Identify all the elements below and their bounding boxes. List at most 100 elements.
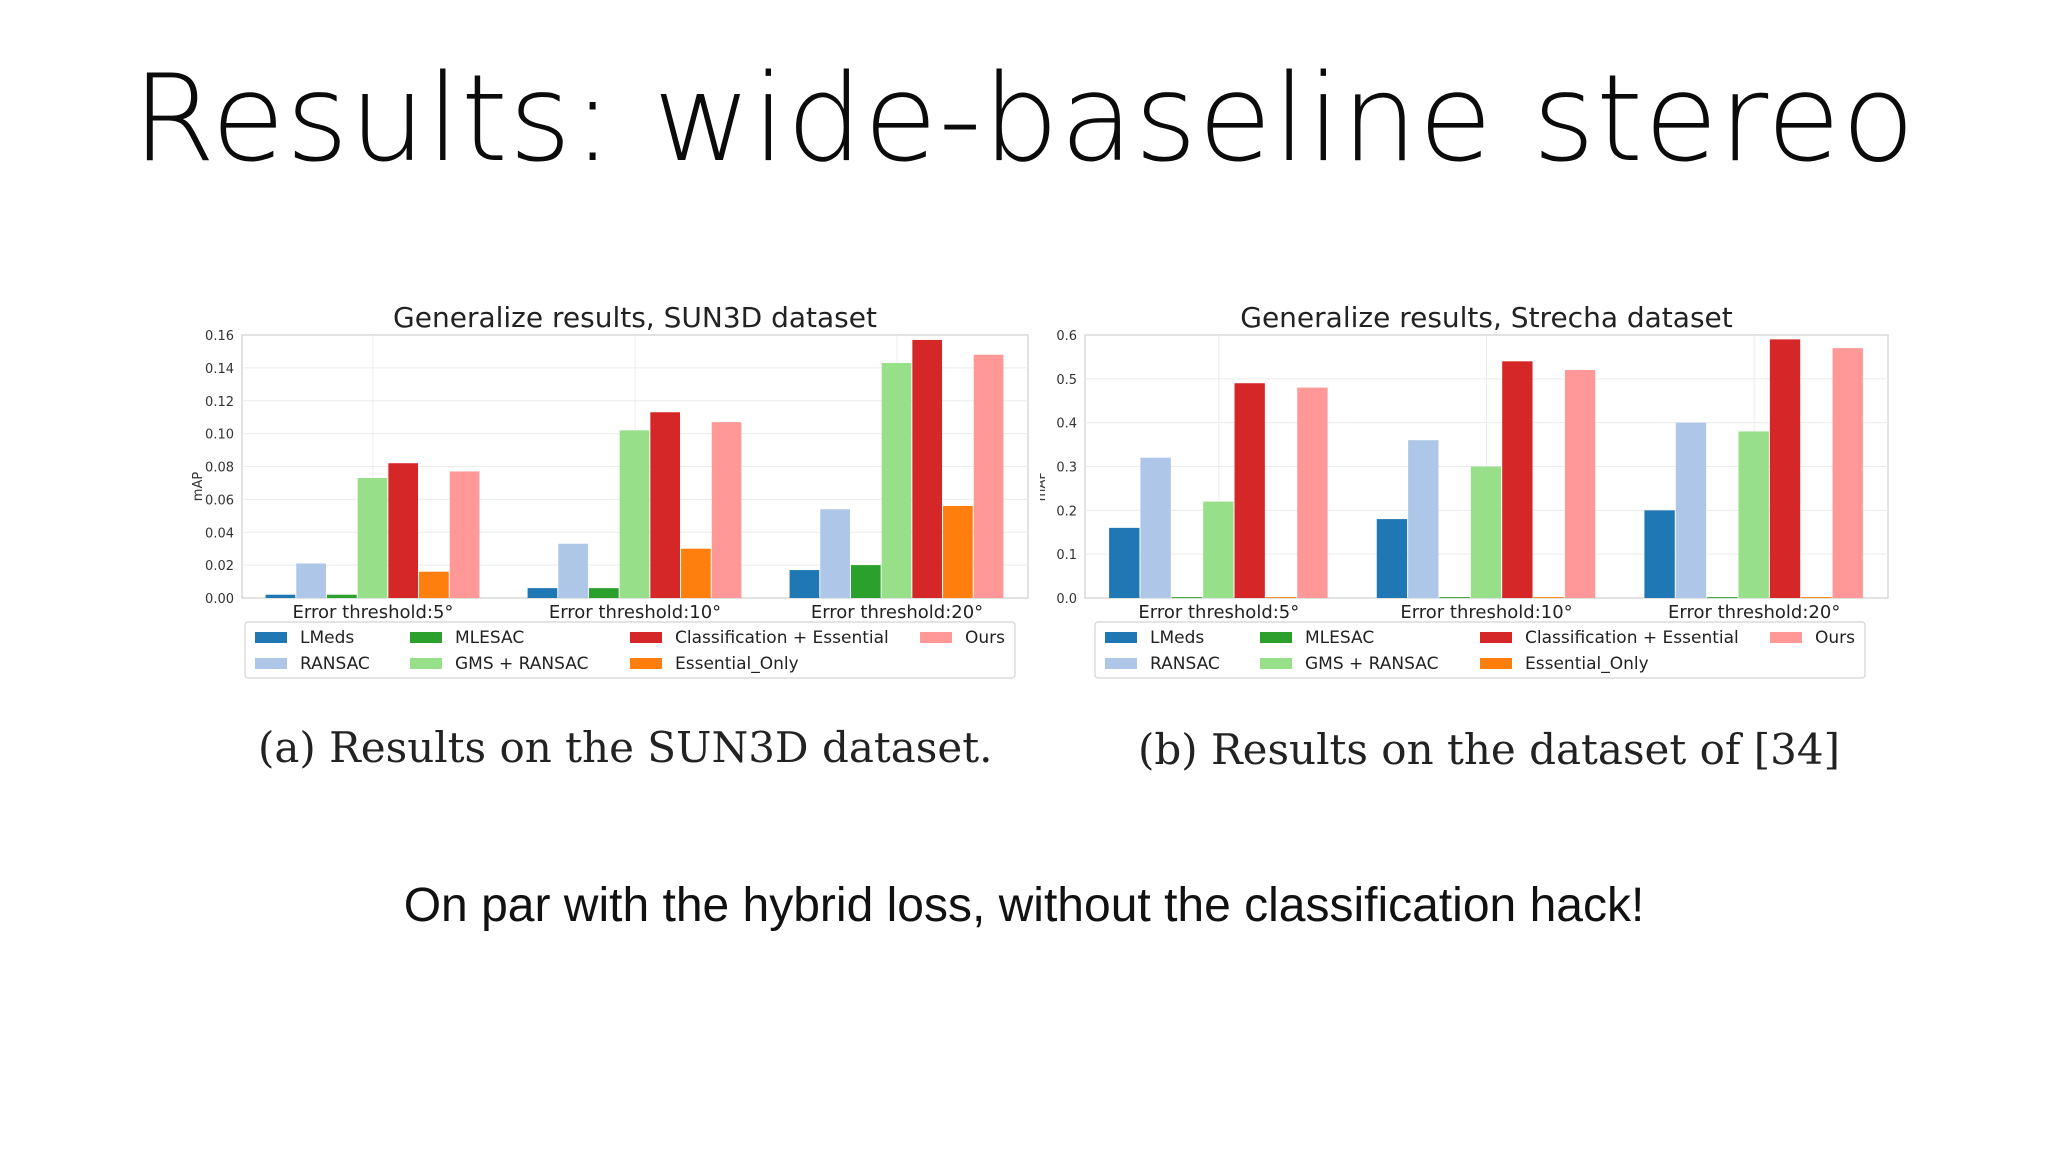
bar-essential-only <box>419 571 449 598</box>
bar-ours <box>1564 370 1596 598</box>
bar-ransac <box>1675 422 1707 598</box>
y-tick-label: 0.16 <box>205 329 234 344</box>
bar-lmeds <box>1376 519 1408 598</box>
bar-gms-ransac <box>1738 431 1769 598</box>
y-tick-label: 0.4 <box>1056 417 1077 432</box>
legend-label: Ours <box>1815 628 1855 648</box>
legend-label: LMeds <box>300 628 354 648</box>
bar-gms-ransac <box>619 430 650 598</box>
y-tick-label: 0.3 <box>1056 461 1077 476</box>
bar-mlesac <box>1439 597 1470 598</box>
legend-label: RANSAC <box>1150 654 1220 674</box>
bar-gms-ransac <box>1470 466 1502 598</box>
bar-essential-only <box>943 505 973 598</box>
bar-ours <box>711 422 742 598</box>
x-tick-label: Error threshold:5° <box>1138 602 1299 623</box>
bar-ransac <box>1140 457 1171 598</box>
bar-classification-essential <box>1502 361 1533 598</box>
y-tick-label: 0.1 <box>1056 548 1077 563</box>
bar-mlesac <box>850 565 881 598</box>
y-tick-label: 0.06 <box>205 493 234 508</box>
x-tick-label: Error threshold:10° <box>549 602 721 623</box>
legend-label: MLESAC <box>1305 628 1374 648</box>
y-tick-label: 0.14 <box>205 362 234 377</box>
x-tick-label: Error threshold:20° <box>1668 602 1840 623</box>
caption-a: (a) Results on the SUN3D dataset. <box>258 723 993 772</box>
legend-swatch <box>1260 658 1292 669</box>
legend-label: GMS + RANSAC <box>455 654 588 674</box>
chart-title: Generalize results, SUN3D dataset <box>393 301 877 334</box>
legend-swatch <box>1770 632 1802 643</box>
legend-label: MLESAC <box>455 628 524 648</box>
bar-lmeds <box>1644 510 1675 598</box>
bar-mlesac <box>1707 597 1738 598</box>
bar-gms-ransac <box>357 478 388 598</box>
bar-gms-ransac <box>881 362 912 598</box>
chart-strecha: Generalize results, Strecha dataset 0.0 0.… <box>1040 301 1889 679</box>
bar-essential-only <box>1265 597 1297 598</box>
legend-label: Classification + Essential <box>1525 628 1739 648</box>
bar-essential-only <box>681 548 711 598</box>
bar-ransac <box>1408 440 1439 598</box>
legend-label: Classification + Essential <box>675 628 889 648</box>
y-axis-label: mAP <box>191 472 206 502</box>
x-tick-label: Error threshold:5° <box>293 602 454 623</box>
legend-swatch <box>255 658 287 669</box>
bar-mlesac <box>326 594 357 598</box>
bar-classification-essential <box>388 463 419 598</box>
y-tick-label: 0.08 <box>205 461 234 476</box>
x-tick-label: Error threshold:10° <box>1400 602 1572 623</box>
y-tick-label: 0.6 <box>1056 329 1077 344</box>
bar-classification-essential <box>1234 383 1265 598</box>
x-tick-label: Error threshold:20° <box>811 602 983 623</box>
legend-label: Essential_Only <box>675 654 799 674</box>
y-tick-label: 0.2 <box>1056 504 1077 519</box>
legend-swatch <box>1105 632 1137 643</box>
bar-ours <box>1832 348 1863 598</box>
bar-ours <box>973 354 1004 598</box>
bar-ours <box>449 471 480 598</box>
bar-lmeds <box>527 588 558 598</box>
y-tick-label: 0.02 <box>205 559 234 574</box>
legend-swatch <box>630 632 662 643</box>
y-tick-label: 0.0 <box>1056 592 1077 607</box>
bar-essential-only <box>1801 597 1832 598</box>
legend-swatch <box>255 632 287 643</box>
legend-swatch <box>1480 658 1512 669</box>
bar-ransac <box>296 563 326 598</box>
legend-label: Ours <box>965 628 1005 648</box>
legend-swatch <box>1480 632 1512 643</box>
bar-classification-essential <box>912 339 943 598</box>
legend-label: Essential_Only <box>1525 654 1649 674</box>
chart-title: Generalize results, Strecha dataset <box>1240 301 1733 334</box>
legend-swatch <box>1105 658 1137 669</box>
bar-ours <box>1297 387 1328 598</box>
bar-lmeds <box>1109 527 1140 598</box>
legend-swatch <box>410 632 442 643</box>
y-axis-label: mAP <box>1040 472 1049 502</box>
bar-mlesac <box>1171 597 1203 598</box>
legend-swatch <box>410 658 442 669</box>
bar-lmeds <box>789 570 820 598</box>
y-tick-label: 0.10 <box>205 428 234 443</box>
legend-swatch <box>630 658 662 669</box>
legend-label: GMS + RANSAC <box>1305 654 1438 674</box>
legend-label: LMeds <box>1150 628 1204 648</box>
bar-essential-only <box>1533 597 1564 598</box>
y-tick-label: 0.12 <box>205 395 234 410</box>
slide-subtitle: On par with the hybrid loss, without the… <box>403 879 1645 932</box>
legend-label: RANSAC <box>300 654 370 674</box>
bar-classification-essential <box>1769 339 1801 598</box>
y-tick-label: 0.5 <box>1056 373 1077 388</box>
bar-gms-ransac <box>1203 501 1234 598</box>
caption-b: (b) Results on the dataset of [34] <box>1138 725 1841 774</box>
legend-swatch <box>1260 632 1292 643</box>
bar-classification-essential <box>650 412 681 598</box>
bar-mlesac <box>588 588 619 598</box>
bar-ransac <box>558 543 588 598</box>
bar-lmeds <box>265 594 296 598</box>
slide-title: Results: wide-baseline stereo <box>132 50 1916 189</box>
y-tick-label: 0.04 <box>205 526 234 541</box>
y-tick-label: 0.00 <box>205 592 234 607</box>
